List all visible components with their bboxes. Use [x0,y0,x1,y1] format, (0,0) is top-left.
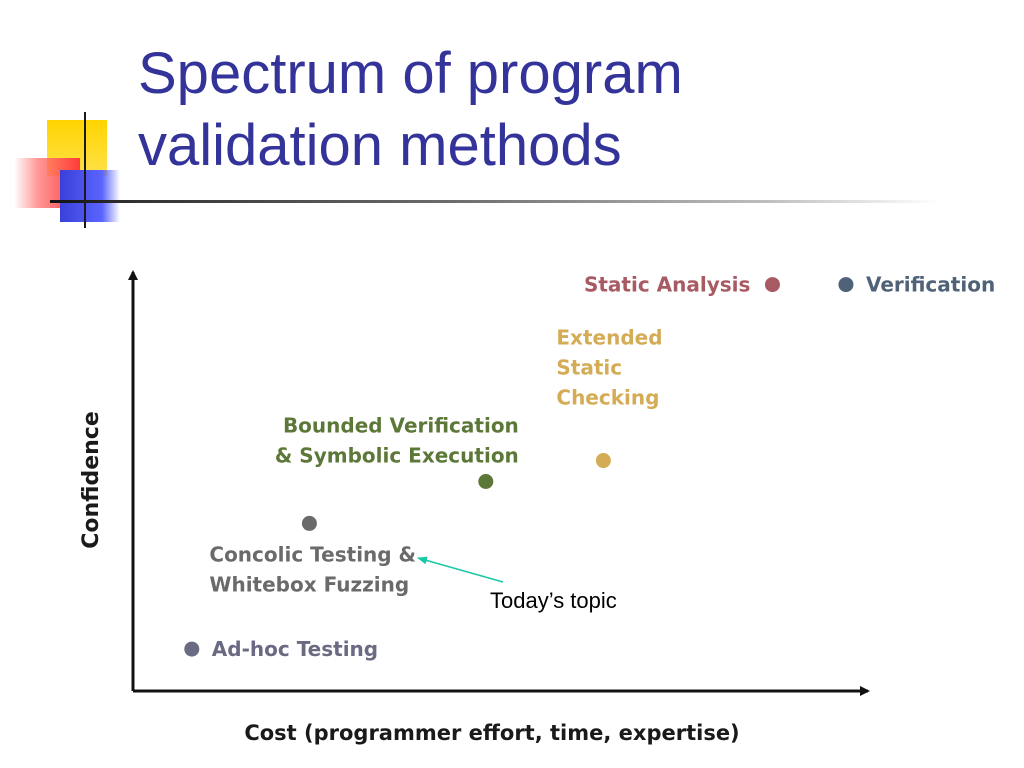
label-bounded-verification-and-symbolic-execution: Bounded Verification & Symbolic Execution [275,414,519,468]
label-line: & Symbolic Execution [275,444,519,468]
point-verification [838,277,854,293]
label-line: Checking [556,386,659,410]
label-line: Static Analysis [584,273,750,297]
label-extended-static-checking: Extended Static Checking [556,326,662,410]
y-axis-label: Confidence [79,411,104,549]
title-underline [50,200,940,203]
label-line: Static [556,356,622,380]
label-line: Extended [556,326,662,350]
label-line: Bounded Verification [283,414,519,438]
label-static-analysis: Static Analysis [584,273,750,297]
label-line: Whitebox Fuzzing [209,572,409,596]
title-line-2: validation methods [138,113,622,178]
x-axis-label: Cost (programmer effort, time, expertise… [244,721,739,745]
label-ad-hoc-testing: Ad-hoc Testing [212,637,378,661]
label-line: Ad-hoc Testing [212,637,378,661]
label-concolic-testing-and-whitebox-fuzzing: Concolic Testing & Whitebox Fuzzing [209,542,416,596]
slide-title: Spectrum of program validation methods [138,38,898,182]
decorative-blue-square [60,170,120,222]
point-extended-static-checking [595,453,611,469]
point-ad-hoc-testing [184,641,200,657]
point-bounded-verification-and-symbolic-execution [478,474,494,489]
decorative-vertical-line [84,112,86,228]
label-line: Verification [866,273,995,297]
annotation-today-topic: Today’s topic [490,588,617,613]
point-static-analysis [764,277,780,293]
point-concolic-testing-and-whitebox-fuzzing [301,515,317,531]
title-line-1: Spectrum of program [138,41,683,106]
data-points-layer: Ad-hoc Testing Concolic Testing & Whitebox… [184,273,995,661]
label-line: Concolic Testing & [209,542,416,566]
annotation-arrow [417,556,504,583]
label-verification: Verification [866,273,995,297]
